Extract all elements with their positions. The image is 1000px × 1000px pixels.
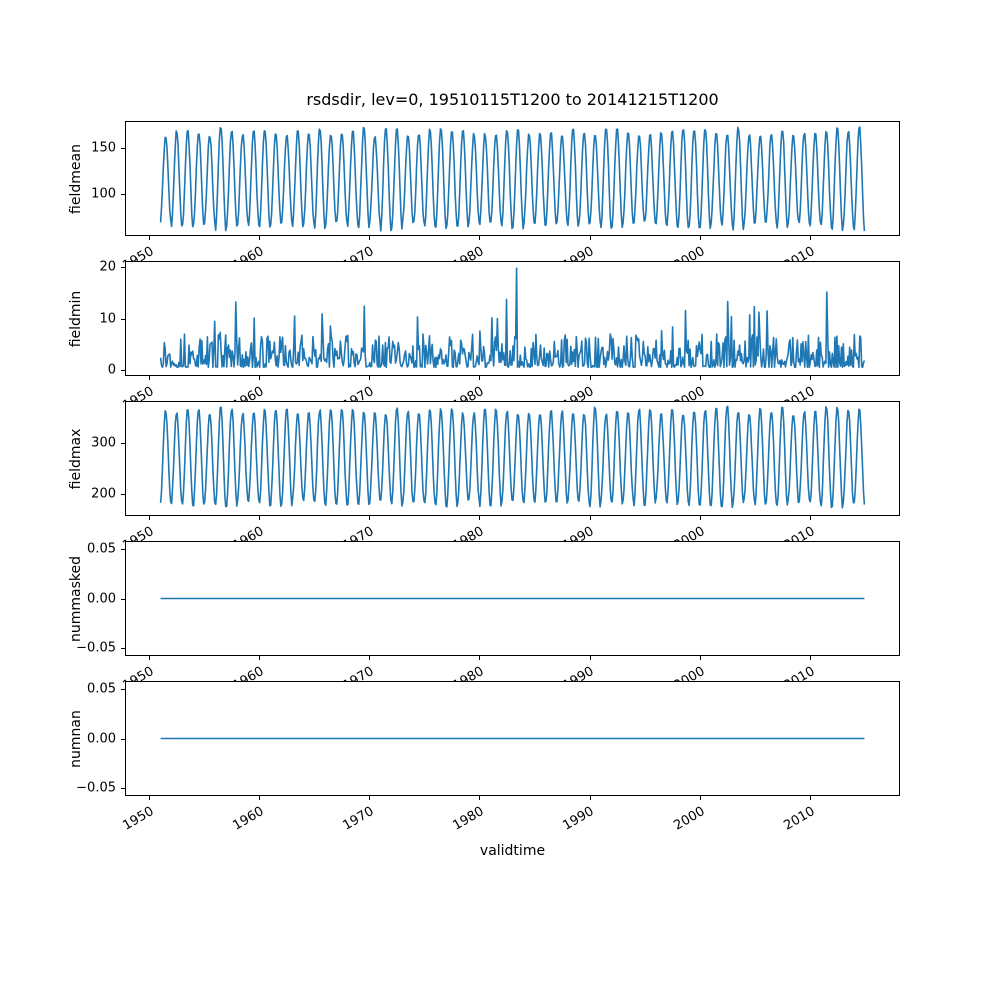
y-axis-label: fieldmax [68, 428, 84, 489]
y-tick-mark [121, 688, 125, 690]
line-series [160, 737, 865, 740]
y-tick-label: 10 [99, 311, 116, 326]
x-tick-mark [479, 236, 481, 240]
x-tick-label: 2010 [781, 804, 818, 834]
x-tick-mark [149, 236, 151, 240]
x-tick-label: 1970 [340, 804, 377, 834]
x-tick-mark [479, 376, 481, 380]
y-tick-label: 200 [91, 486, 116, 502]
x-tick-mark [149, 516, 151, 520]
x-tick-mark [809, 516, 811, 520]
x-tick-mark [259, 376, 261, 380]
x-tick-mark [589, 376, 591, 380]
x-tick-mark [149, 376, 151, 380]
y-tick-label: 0 [107, 362, 116, 378]
x-tick-mark [809, 236, 811, 240]
x-tick-mark [809, 796, 811, 800]
y-tick-mark [121, 267, 125, 269]
line-series [159, 267, 866, 369]
y-tick-mark [121, 147, 125, 149]
x-tick-mark [259, 796, 261, 800]
y-axis-label: fieldmean [68, 143, 84, 214]
y-tick-label: −0.05 [76, 640, 116, 656]
y-tick-label: 150 [91, 140, 116, 156]
subplot-numnan [125, 681, 900, 796]
x-tick-mark [369, 236, 371, 240]
x-tick-mark [589, 236, 591, 240]
y-tick-mark [121, 738, 125, 740]
y-tick-mark [121, 494, 125, 496]
y-axis-label: numnan [68, 709, 84, 768]
x-tick-mark [259, 656, 261, 660]
x-tick-mark [589, 656, 591, 660]
x-tick-mark [699, 236, 701, 240]
x-tick-mark [479, 796, 481, 800]
x-tick-mark [589, 516, 591, 520]
x-tick-label: 1950 [120, 804, 157, 834]
subplot-fieldmean [125, 121, 900, 236]
x-tick-mark [369, 376, 371, 380]
x-tick-label: 1990 [560, 804, 598, 834]
y-tick-label: 0.00 [87, 591, 116, 606]
y-tick-mark [121, 443, 125, 445]
subplot-nummasked [125, 541, 900, 656]
x-tick-mark [479, 516, 481, 520]
x-tick-mark [369, 796, 371, 800]
x-tick-mark [259, 516, 261, 520]
x-tick-mark [149, 796, 151, 800]
y-tick-label: 0.05 [87, 541, 116, 557]
x-tick-label: 2000 [671, 804, 708, 834]
line-series [159, 405, 866, 509]
x-tick-mark [699, 376, 701, 380]
y-tick-label: −0.05 [76, 780, 116, 796]
x-tick-mark [479, 656, 481, 660]
y-tick-mark [121, 598, 125, 600]
x-tick-label: 1960 [230, 804, 267, 834]
y-tick-mark [121, 788, 125, 790]
y-tick-label: 0.00 [87, 731, 116, 746]
y-tick-mark [121, 548, 125, 550]
x-tick-mark [589, 796, 591, 800]
x-tick-label: 1980 [450, 804, 487, 834]
y-tick-mark [121, 648, 125, 650]
subplot-fieldmin [125, 261, 900, 376]
line-series [159, 126, 866, 232]
x-tick-mark [809, 376, 811, 380]
x-axis-title: validtime [479, 843, 546, 859]
y-axis-label: fieldmin [68, 290, 84, 347]
y-tick-label: 20 [99, 259, 116, 275]
x-tick-mark [699, 656, 701, 660]
y-axis-label: nummasked [68, 555, 84, 642]
line-series [160, 597, 865, 600]
x-tick-mark [149, 656, 151, 660]
y-tick-mark [121, 369, 125, 371]
x-tick-mark [809, 656, 811, 660]
y-tick-label: 100 [91, 186, 116, 202]
y-tick-mark [121, 318, 125, 320]
x-tick-mark [699, 516, 701, 520]
x-tick-mark [259, 236, 261, 240]
x-tick-mark [369, 516, 371, 520]
chart-title: rsdsdir, lev=0, 19510115T1200 to 2014121… [306, 90, 719, 109]
y-tick-label: 0.05 [87, 681, 116, 697]
y-tick-label: 300 [91, 435, 116, 451]
x-tick-mark [699, 796, 701, 800]
x-tick-mark [369, 656, 371, 660]
subplot-fieldmax [125, 401, 900, 516]
y-tick-mark [121, 193, 125, 195]
